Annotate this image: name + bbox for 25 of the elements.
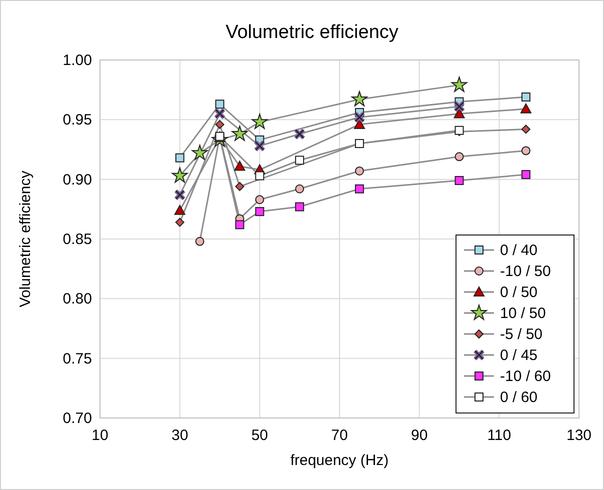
legend-label: -10 / 50	[500, 263, 551, 280]
x-tick-label: 50	[251, 427, 268, 444]
x-tick-label: 30	[171, 427, 188, 444]
legend-label: -10 / 60	[500, 368, 551, 385]
y-tick-label: 0.70	[62, 410, 92, 427]
legend-label: 0 / 50	[500, 284, 538, 301]
legend-label: 0 / 60	[500, 389, 538, 406]
x-tick-label: 10	[92, 427, 108, 444]
legend-label: 10 / 50	[500, 305, 546, 322]
y-tick-label: 0.85	[62, 231, 92, 248]
y-tick-label: 1.00	[62, 52, 92, 69]
x-tick-label: 130	[566, 427, 592, 444]
y-tick-label: 0.90	[62, 171, 92, 188]
legend-label: -5 / 50	[500, 326, 543, 343]
y-tick-label: 0.95	[62, 112, 92, 129]
chart-title: Volumetric efficiency	[226, 22, 399, 43]
x-axis-title: frequency (Hz)	[290, 452, 389, 469]
y-tick-label: 0.80	[62, 290, 92, 308]
legend-label: 0 / 40	[500, 242, 538, 259]
y-tick-label: 0.75	[62, 350, 92, 368]
y-axis-title: Volumetric efficiency	[17, 170, 34, 308]
x-tick-label: 70	[331, 427, 348, 444]
x-tick-label: 90	[410, 427, 428, 444]
legend-label: 0 / 45	[500, 347, 538, 364]
x-tick-label: 110	[487, 427, 512, 444]
